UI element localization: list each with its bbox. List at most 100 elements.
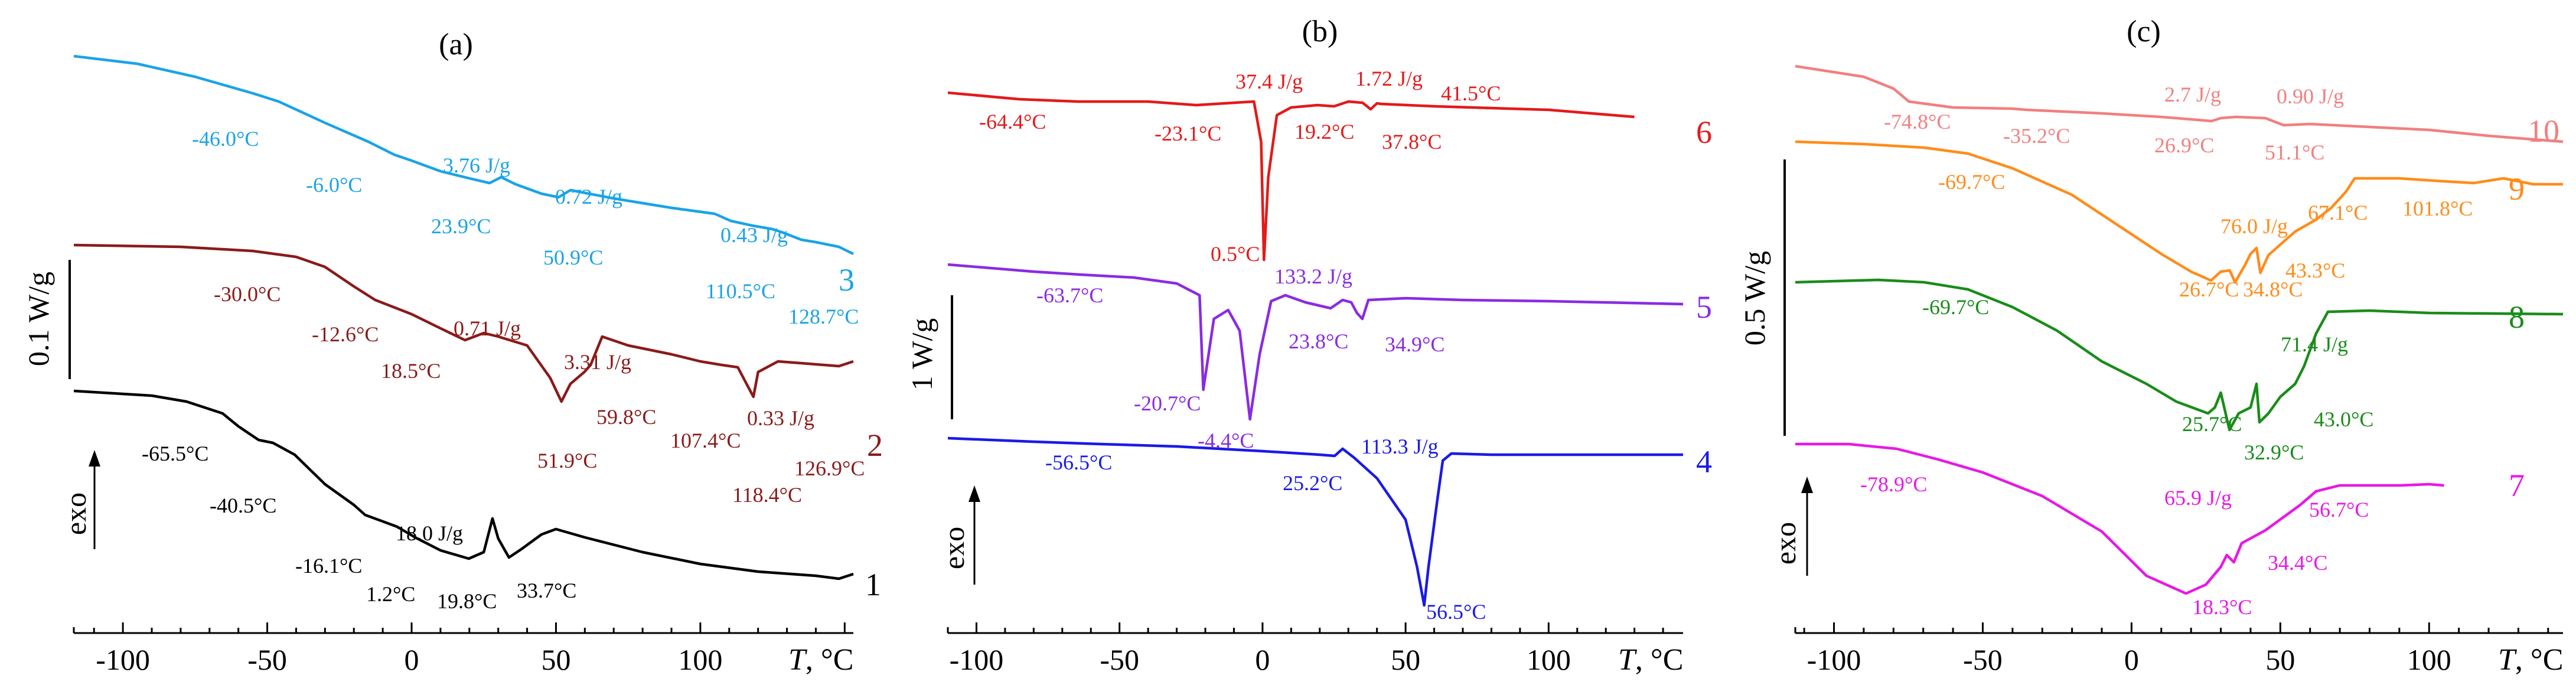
data-label: 71.4 J/g (2281, 332, 2348, 356)
x-tick-label: 50 (541, 643, 570, 676)
data-label: 0.71 J/g (454, 317, 521, 340)
panel-a-series-2-labels: -30.0°C -12.6°C 0.71 J/g 18.5°C 3.31 J/g… (214, 282, 865, 507)
curve-8 (1795, 278, 2564, 432)
panel-c-scale-label: 0.5 W/g (1738, 251, 1771, 345)
panel-a-curve-numbers: 3 2 1 (839, 262, 883, 602)
data-label: 34.9°C (1385, 332, 1444, 356)
data-label: 113.3 J/g (1361, 435, 1439, 458)
x-tick-label: -100 (96, 643, 150, 676)
data-label: 37.8°C (1382, 130, 1442, 154)
x-tick-label: 50 (2265, 643, 2295, 676)
curve-9 (1795, 140, 2563, 284)
data-label: 26.7°C (2179, 278, 2239, 301)
panel-c-curve-numbers: 10 9 8 7 (2509, 113, 2559, 503)
data-label: 19.8°C (437, 589, 497, 613)
x-tick-label: 100 (2407, 643, 2451, 676)
data-label: 65.9 J/g (2164, 486, 2232, 510)
curve-2 (73, 243, 854, 403)
data-label: 133.2 J/g (1274, 265, 1352, 288)
data-label: 0.33 J/g (747, 406, 814, 430)
panel-b-exo-label: exo (937, 527, 970, 569)
data-label: -4.4°C (1198, 429, 1254, 452)
data-label: 128.7°C (788, 305, 859, 328)
data-label: 101.8°C (2402, 197, 2473, 220)
x-axis-title: T, °C (2498, 643, 2563, 677)
panel-b-y-scale-bar: 1 W/g (905, 295, 953, 419)
data-label: 1.2°C (366, 582, 415, 606)
data-label: -69.7°C (1938, 170, 2005, 194)
panel-c-series-7-labels: -78.9°C 65.9 J/g 56.7°C 34.4°C 18.3°C (1860, 472, 2369, 619)
data-label: -40.5°C (210, 494, 276, 517)
data-label: 18.5°C (381, 359, 441, 383)
data-label: -69.7°C (1922, 295, 1989, 319)
data-label: 25.2°C (1283, 471, 1342, 495)
panel-a-scale-label: 0.1 W/g (22, 272, 55, 366)
data-label: -63.7°C (1036, 283, 1103, 307)
data-label: -16.1°C (295, 554, 362, 578)
data-label: 50.9°C (543, 246, 603, 269)
data-label: 76.0 J/g (2220, 214, 2288, 238)
data-label: -78.9°C (1860, 472, 1927, 496)
curve-number: 1 (865, 567, 881, 602)
panel-c-series-9-labels: -69.7°C 76.0 J/g 67.1°C 101.8°C 26.7°C 3… (1938, 170, 2473, 301)
data-label: -6.0°C (306, 173, 362, 197)
data-label: -20.7°C (1134, 392, 1201, 415)
data-label: 34.4°C (2268, 551, 2327, 575)
data-label: 59.8°C (596, 405, 656, 429)
data-label: 1.72 J/g (1355, 67, 1423, 90)
data-label: 43.0°C (2314, 407, 2373, 431)
data-label: 41.5°C (1441, 81, 1501, 105)
curve-number: 9 (2509, 171, 2525, 207)
x-axis-title: T, °C (788, 643, 853, 677)
data-label: -30.0°C (214, 282, 281, 306)
panel-b-curve-numbers: 6 5 4 (1696, 115, 1712, 480)
data-label: 43.3°C (2285, 259, 2345, 282)
panel-c-exo-label: exo (1769, 522, 1802, 565)
data-label: 33.7°C (517, 579, 576, 602)
panel-c-y-scale-bar: 0.5 W/g (1738, 159, 1786, 436)
data-label: -23.1°C (1155, 122, 1221, 145)
panel-b-title: (b) (1302, 15, 1338, 48)
data-label: 51.9°C (537, 449, 597, 472)
data-label: 3.31 J/g (564, 350, 631, 374)
x-tick-label: 0 (405, 643, 419, 676)
x-tick-label: 0 (2124, 643, 2139, 676)
curve-10 (1795, 64, 2564, 143)
data-label: 18.3°C (2192, 595, 2252, 619)
data-label: 23.9°C (431, 214, 491, 238)
data-label: -74.8°C (1884, 110, 1951, 133)
data-label: 19.2°C (1294, 120, 1354, 143)
panel-c-series-8-labels: -69.7°C 71.4 J/g 25.7°C 43.0°C 32.9°C (1922, 295, 2373, 464)
data-label: 51.1°C (2265, 141, 2324, 164)
data-label: -56.5°C (1045, 451, 1112, 474)
x-tick-label: 50 (1391, 643, 1420, 676)
data-label: 110.5°C (706, 279, 775, 303)
curve-number: 8 (2509, 299, 2525, 335)
data-label: 18.0 J/g (396, 521, 463, 545)
data-label: 25.7°C (2182, 412, 2242, 436)
panel-a-exo-label: exo (59, 492, 92, 535)
curve-number: 6 (1696, 115, 1712, 150)
panel-a-exo-arrow: exo (59, 450, 100, 549)
curve-number: 10 (2528, 113, 2559, 149)
curve-number: 7 (2509, 468, 2525, 503)
data-label: -46.0°C (192, 127, 259, 151)
x-tick-label: 100 (678, 643, 722, 676)
data-label: 0.43 J/g (720, 223, 788, 247)
data-label: 118.4°C (732, 483, 802, 507)
curve-1 (73, 389, 854, 580)
curve-number: 2 (867, 428, 883, 463)
curve-number: 4 (1696, 444, 1712, 480)
data-label: 56.5°C (1426, 600, 1486, 624)
curve-number: 5 (1696, 289, 1712, 325)
data-label: 67.1°C (2308, 201, 2368, 224)
x-tick-label: -50 (247, 643, 287, 676)
panel-c-series-10-labels: -74.8°C -35.2°C 2.7 J/g 0.90 J/g 26.9°C … (1884, 83, 2344, 164)
curve-7 (1795, 442, 2444, 595)
x-axis-title: T, °C (1618, 643, 1683, 677)
x-tick-label: -50 (1100, 643, 1139, 676)
data-label: 0.5°C (1211, 242, 1260, 266)
curve-6 (947, 91, 1635, 262)
panel-b: (b) 1 W/g exo -100 -50 0 50 100 T, °C -64.4°C… (905, 15, 1712, 677)
